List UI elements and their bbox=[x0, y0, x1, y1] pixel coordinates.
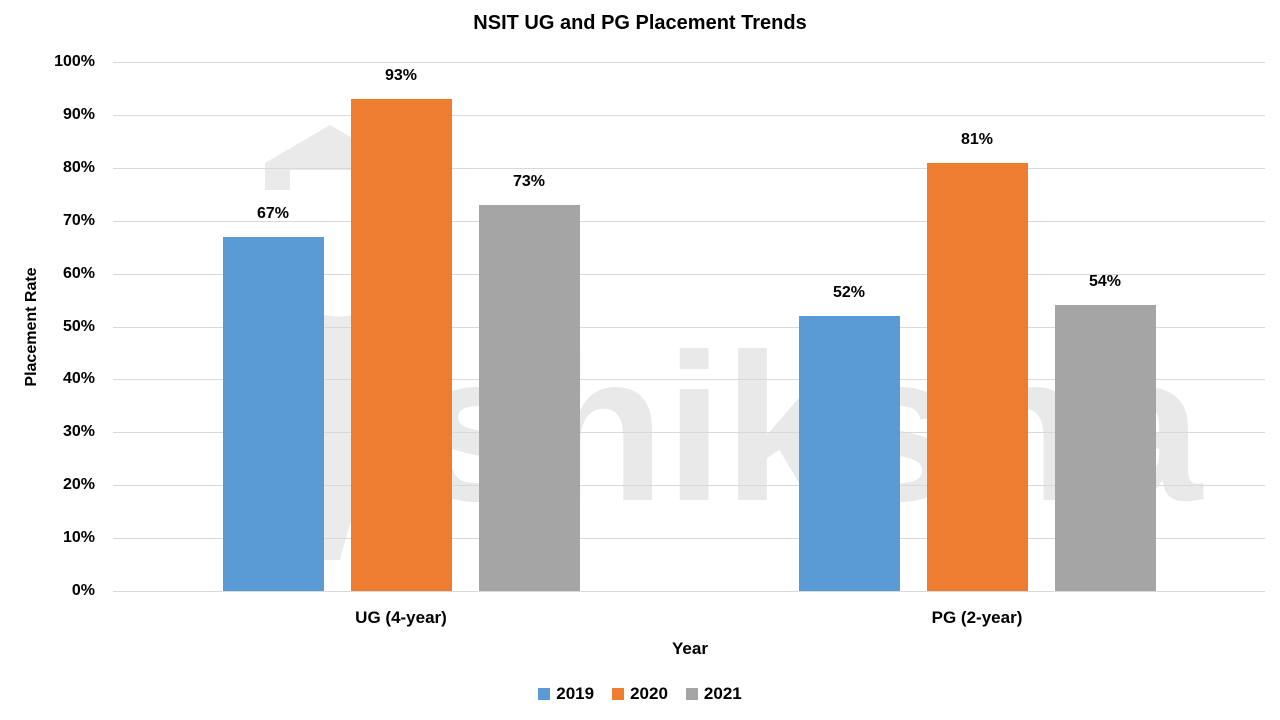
legend-item-2019: 2019 bbox=[538, 684, 594, 704]
y-tick-label: 60% bbox=[62, 264, 95, 282]
gridline bbox=[113, 591, 1265, 592]
gridline bbox=[113, 485, 1265, 487]
data-label: 73% bbox=[512, 172, 546, 190]
bar-2020-ug: 93% bbox=[350, 67, 452, 591]
y-tick-label: 70% bbox=[62, 211, 95, 229]
plot-area: 67% 93% 73% 52% 81% 54% bbox=[113, 62, 1265, 592]
y-tick-label: 30% bbox=[62, 423, 95, 441]
gridline bbox=[113, 220, 1265, 222]
chart-title: NSIT UG and PG Placement Trends bbox=[473, 12, 807, 34]
gridline bbox=[113, 379, 1265, 381]
y-tick-label: 10% bbox=[62, 529, 95, 547]
legend: 2019 2020 2021 bbox=[0, 684, 1280, 704]
y-tick-label: 80% bbox=[62, 158, 95, 176]
bar-2021-pg: 54% bbox=[1054, 273, 1156, 591]
x-category-label: UG (4-year) bbox=[355, 608, 447, 627]
y-tick-label: 90% bbox=[62, 105, 95, 123]
data-label: 54% bbox=[1088, 273, 1122, 291]
legend-label: 2019 bbox=[556, 684, 595, 703]
data-label: 81% bbox=[960, 130, 994, 148]
gridline bbox=[113, 114, 1265, 116]
bar-2020-pg: 81% bbox=[926, 131, 1028, 591]
legend-swatch-icon bbox=[612, 688, 625, 700]
y-tick-label: 40% bbox=[62, 370, 95, 388]
bar-2019-pg: 52% bbox=[798, 284, 900, 591]
x-category-label: PG (2-year) bbox=[931, 608, 1023, 627]
data-label: 67% bbox=[256, 204, 290, 222]
gridline bbox=[113, 432, 1265, 434]
gridline bbox=[113, 273, 1265, 275]
y-tick-label: 20% bbox=[62, 476, 95, 494]
gridline bbox=[113, 167, 1265, 169]
gridline bbox=[113, 538, 1265, 540]
legend-item-2020: 2020 bbox=[612, 684, 668, 704]
bar-2021-ug: 73% bbox=[478, 173, 580, 591]
y-tick-label: 50% bbox=[62, 317, 95, 335]
bar-2019-ug: 67% bbox=[222, 205, 324, 591]
legend-swatch-icon bbox=[538, 688, 551, 700]
gridline bbox=[113, 326, 1265, 328]
y-tick-label: 100% bbox=[54, 53, 95, 70]
legend-item-2021: 2021 bbox=[685, 684, 742, 704]
legend-swatch-icon bbox=[685, 688, 698, 700]
data-label: 52% bbox=[832, 283, 866, 301]
legend-label: 2020 bbox=[630, 684, 668, 703]
gridline bbox=[113, 62, 1265, 63]
data-label: 93% bbox=[384, 67, 418, 85]
legend-label: 2021 bbox=[703, 684, 742, 703]
x-axis-label: Year bbox=[672, 639, 708, 658]
y-tick-label: 0% bbox=[71, 582, 95, 599]
